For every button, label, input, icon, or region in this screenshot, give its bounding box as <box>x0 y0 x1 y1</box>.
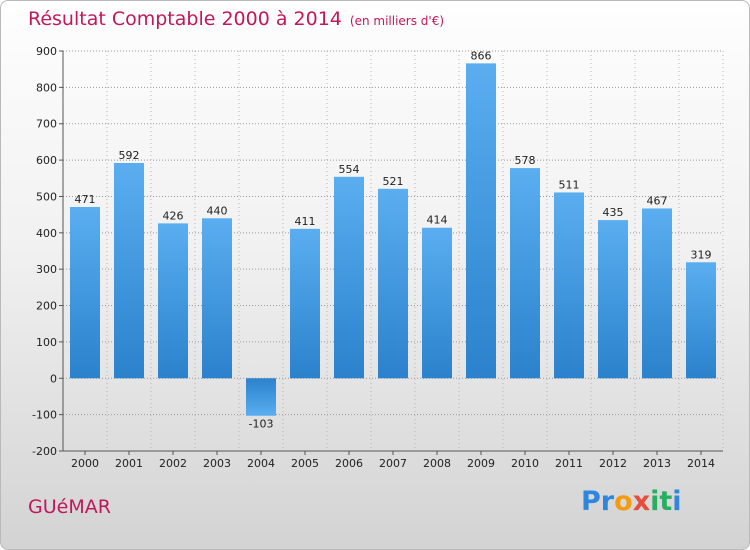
logo-letter: P <box>581 486 601 517</box>
value-label: 426 <box>163 209 184 222</box>
y-tick-label: 100 <box>36 336 57 349</box>
x-tick-label: 2013 <box>643 457 671 470</box>
proxiti-logo: Proxiti <box>581 486 682 517</box>
bar-2001 <box>114 163 144 379</box>
value-label: 435 <box>603 206 624 219</box>
value-label: 440 <box>207 204 228 217</box>
logo-letter: t <box>659 486 673 517</box>
x-tick-label: 2010 <box>511 457 539 470</box>
value-label: 592 <box>119 149 140 162</box>
x-tick-label: 2007 <box>379 457 407 470</box>
bar-2006 <box>334 176 364 379</box>
bar-2002 <box>158 223 188 379</box>
value-label: 866 <box>471 49 492 62</box>
x-tick-label: 2000 <box>71 457 99 470</box>
bar-2009 <box>466 63 496 379</box>
bar-2003 <box>202 218 232 379</box>
bar-2007 <box>378 188 408 379</box>
bar-2012 <box>598 220 628 379</box>
x-tick-label: 2009 <box>467 457 495 470</box>
town-name: GUéMAR <box>28 496 111 518</box>
y-tick-label: 800 <box>36 81 57 94</box>
logo-letter: o <box>614 486 633 517</box>
logo-letter: r <box>600 486 615 517</box>
bars <box>70 63 716 416</box>
value-label: 467 <box>647 194 668 207</box>
x-tick-label: 2011 <box>555 457 583 470</box>
chart-title-text: Résultat Comptable 2000 à 2014 <box>28 8 342 30</box>
value-label: -103 <box>249 418 274 431</box>
bar-2008 <box>422 227 452 379</box>
value-label: 511 <box>559 178 580 191</box>
value-label: 471 <box>75 193 96 206</box>
value-label: 578 <box>515 154 536 167</box>
y-tick-label: 700 <box>36 118 57 131</box>
y-tick-label: 400 <box>36 227 57 240</box>
y-tick-label: -200 <box>32 445 57 458</box>
y-tick-label: 200 <box>36 300 57 313</box>
x-tick-label: 2006 <box>335 457 363 470</box>
y-tick-label: 900 <box>36 45 57 58</box>
logo-letter: x <box>632 486 651 517</box>
value-label: 319 <box>691 248 712 261</box>
x-tick-label: 2003 <box>203 457 231 470</box>
bar-2011 <box>554 192 584 379</box>
y-tick-label: -100 <box>32 409 57 422</box>
x-tick-label: 2014 <box>687 457 715 470</box>
x-tick-label: 2002 <box>159 457 187 470</box>
x-tick-label: 2012 <box>599 457 627 470</box>
bar-2000 <box>70 207 100 379</box>
value-labels: 471 592 426 440 -103 411 554 521 414 866 578 511 435… <box>75 49 712 430</box>
bar-2013 <box>642 208 672 379</box>
value-label: 521 <box>383 175 404 188</box>
y-tick-label: 0 <box>50 372 57 385</box>
chart-title: Résultat Comptable 2000 à 2014 (en millie… <box>28 8 444 30</box>
bar-2005 <box>290 228 320 379</box>
chart-subtitle: (en milliers d'€) <box>349 14 445 28</box>
axes: -200 -100 0 100 200 300 400 500 600 700 800 900 2000… <box>32 45 723 470</box>
value-label: 411 <box>295 215 316 228</box>
bar-2010 <box>510 168 540 379</box>
y-tick-label: 300 <box>36 263 57 276</box>
bar-2014 <box>686 262 716 379</box>
logo-letter: i <box>672 486 682 517</box>
y-tick-label: 600 <box>36 154 57 167</box>
value-label: 554 <box>339 163 360 176</box>
x-tick-label: 2005 <box>291 457 319 470</box>
bar-2004 <box>246 378 276 416</box>
x-tick-label: 2004 <box>247 457 275 470</box>
y-tick-label: 500 <box>36 190 57 203</box>
x-tick-label: 2001 <box>115 457 143 470</box>
value-label: 414 <box>427 214 448 227</box>
logo-letter: i <box>650 486 660 517</box>
x-tick-label: 2008 <box>423 457 451 470</box>
